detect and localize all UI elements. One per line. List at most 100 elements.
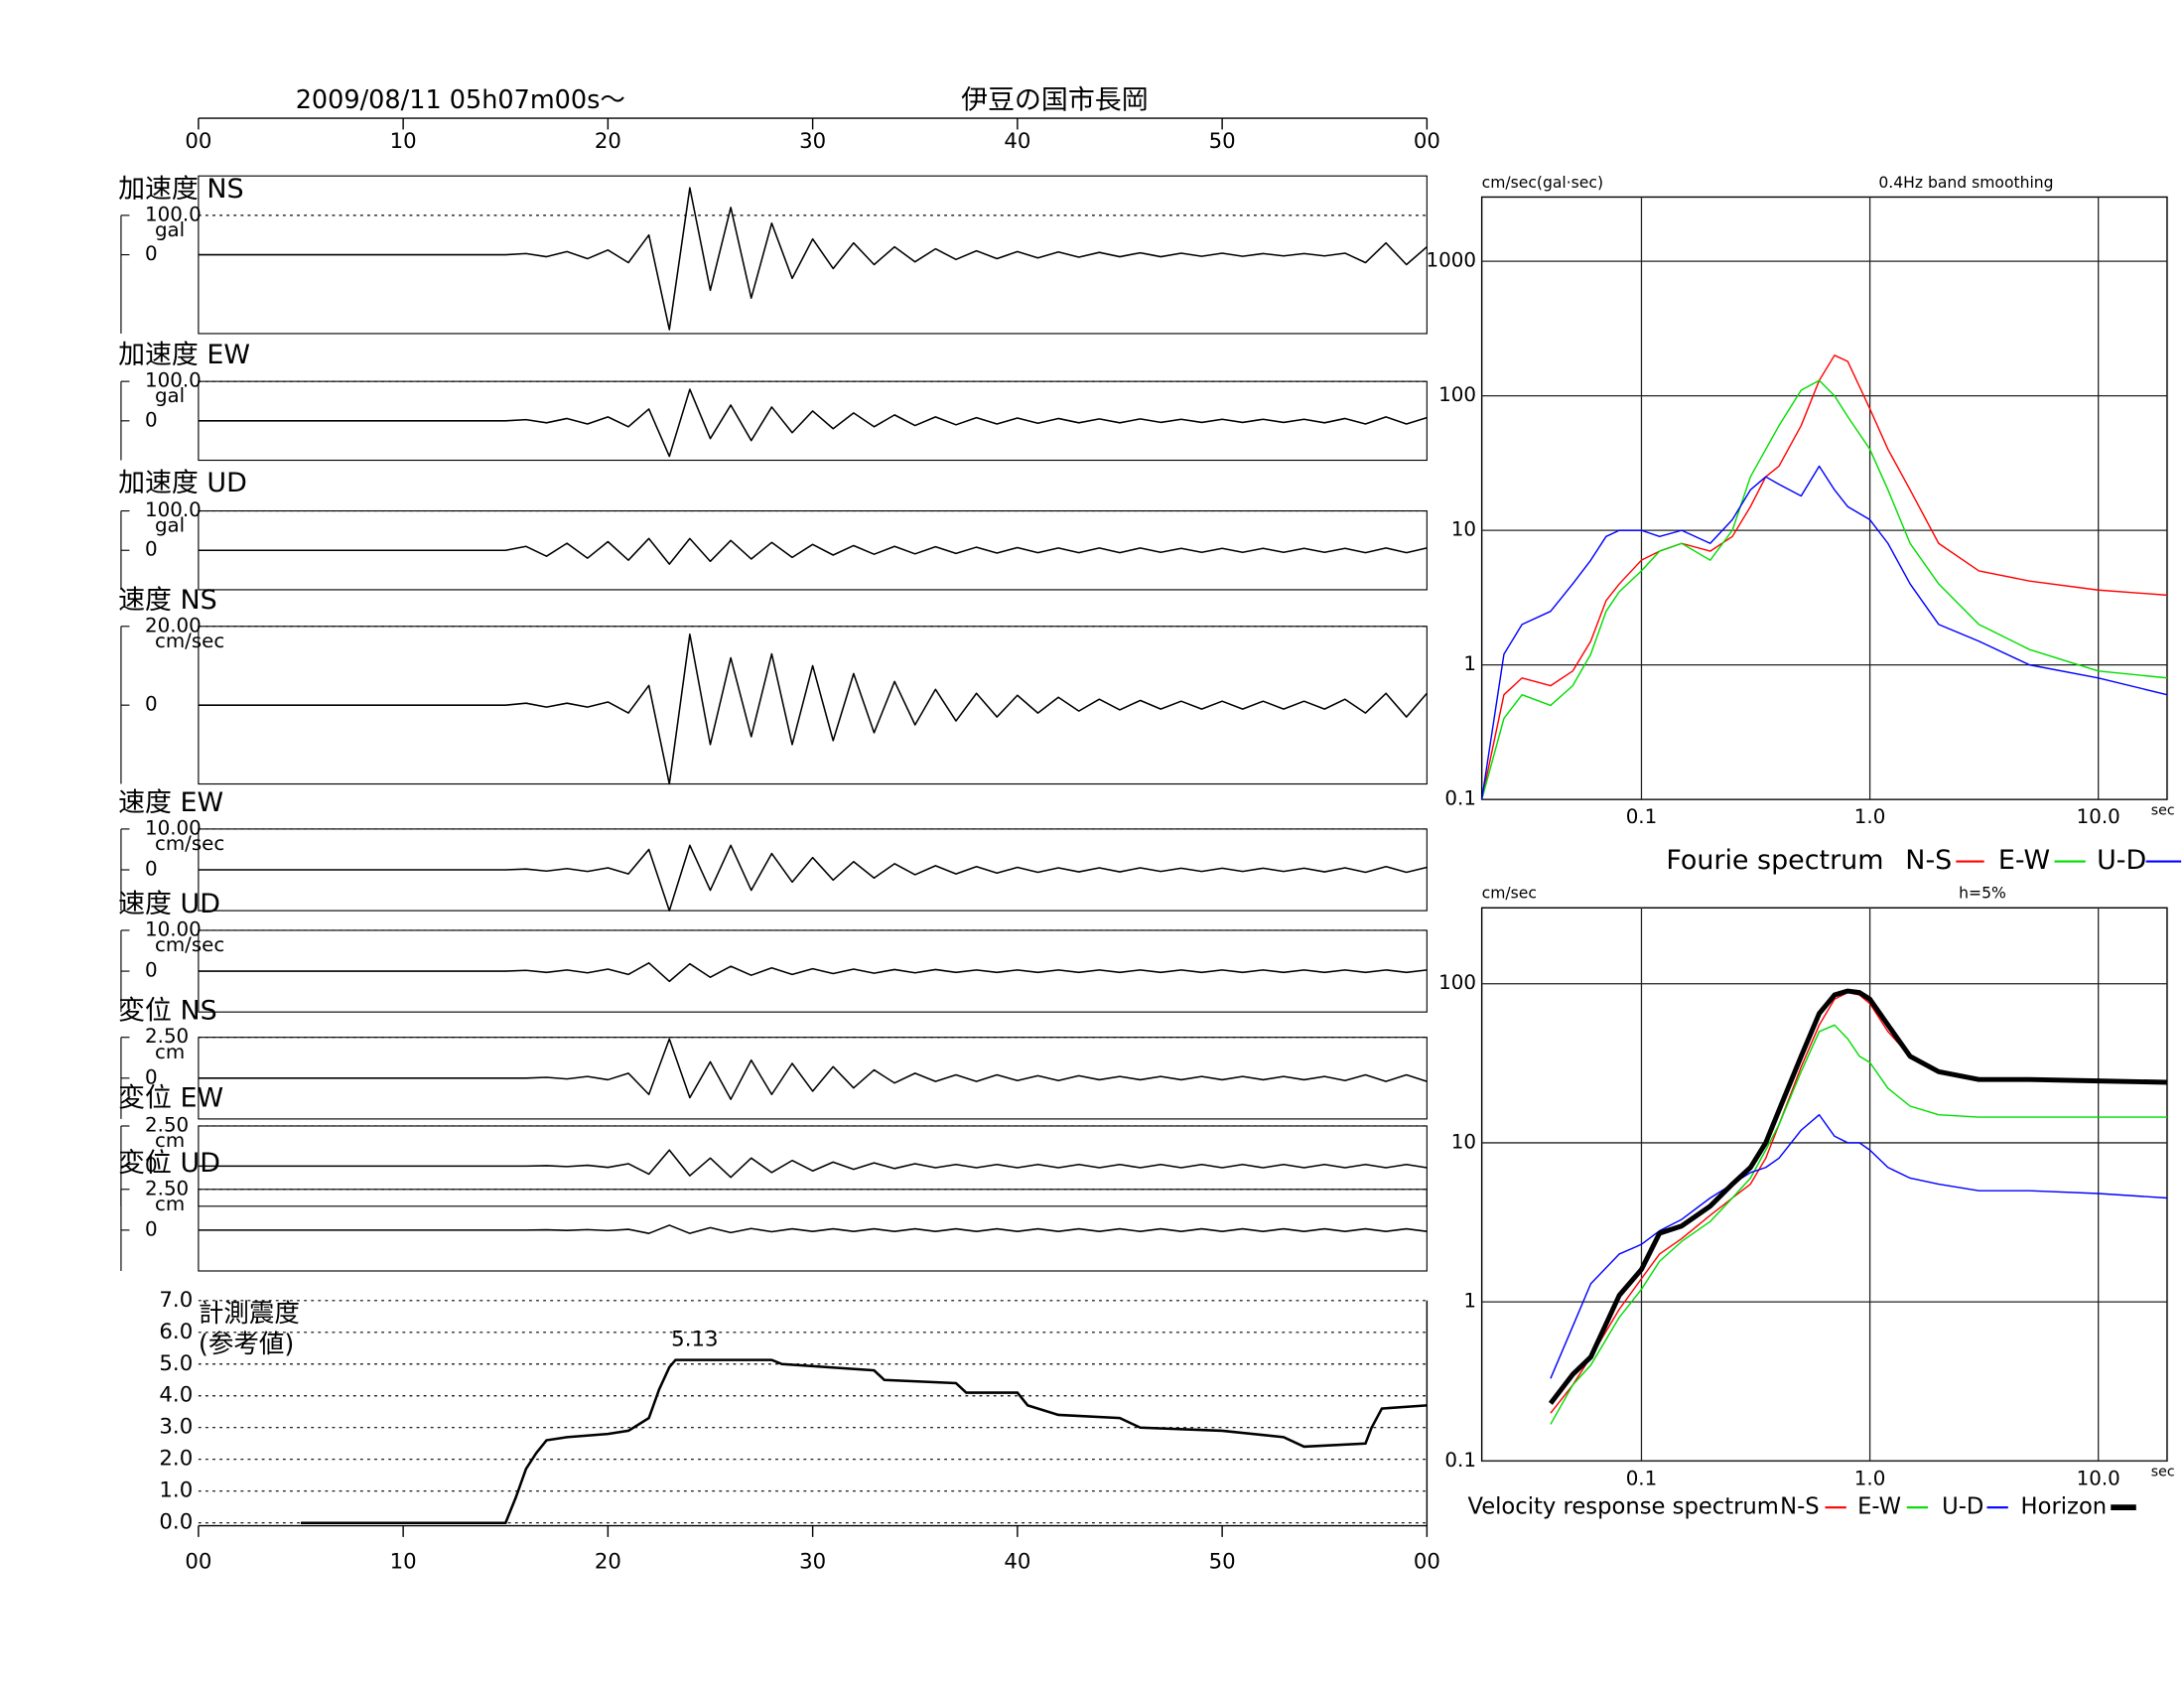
y-tick-label: 0.1: [1444, 787, 1476, 810]
trace-name: 加速度 UD: [118, 468, 247, 498]
x-tick-label: 50: [1209, 1549, 1236, 1574]
trace-name: 変位 UD: [118, 1148, 220, 1179]
trace-name: 速度 NS: [118, 585, 217, 616]
x-tick-label: 00: [185, 129, 211, 154]
x-tick-label: 00: [1414, 129, 1440, 154]
y-tick-label: 2.0: [159, 1447, 193, 1472]
x-tick-label: 10: [390, 1549, 417, 1574]
y-tick-label: 4.0: [159, 1383, 193, 1408]
smoothing-note: h=5%: [1959, 885, 2006, 903]
intensity-line: [301, 1358, 1428, 1525]
y-tick-label: 10.00: [145, 816, 202, 839]
waveform: [198, 1038, 1428, 1100]
y-tick-label: 100.0: [145, 369, 202, 392]
x-tick-label: 0.1: [1626, 1467, 1658, 1489]
spectrum-line: [1480, 379, 2168, 800]
y-tick-label: 100.0: [145, 203, 202, 225]
x-tick-label: 40: [1004, 129, 1030, 154]
waveform: [198, 633, 1428, 785]
legend-label: E-W: [1857, 1494, 1901, 1520]
y-tick-label: 0: [145, 242, 158, 265]
intensity-label: 計測震度: [199, 1299, 300, 1329]
x-tick-label: 10: [390, 129, 417, 154]
x-tick-label: 00: [1414, 1549, 1440, 1574]
waveform: [198, 844, 1428, 912]
x-tick-label: 10.0: [2077, 1467, 2120, 1489]
y-tick-label: 10: [1451, 518, 1476, 541]
spectrum-line: [1550, 1114, 2168, 1379]
trace-name: 加速度 NS: [118, 174, 244, 205]
y-tick-label: 7.0: [159, 1288, 193, 1313]
legend-label: E-W: [1998, 845, 2050, 876]
x-tick-label: 30: [799, 129, 826, 154]
spectrum-line: [1480, 354, 2168, 800]
legend-title: Fourie spectrum: [1666, 845, 1883, 876]
y-tick-label: 2.50: [145, 1025, 189, 1048]
waveform: [198, 388, 1428, 458]
x-tick-label: 1.0: [1854, 1467, 1886, 1489]
x-axis-unit: sec: [2151, 802, 2175, 818]
trace-unit: cm: [155, 1041, 185, 1063]
waveform: [198, 1149, 1428, 1179]
trace-unit: cm: [155, 1129, 185, 1152]
y-tick-label: 1.0: [159, 1478, 193, 1503]
y-tick-label: 0: [145, 693, 158, 716]
y-tick-label: 1000: [1427, 249, 1476, 272]
y-axis-unit: cm/sec: [1482, 885, 1537, 903]
x-tick-label: 50: [1209, 129, 1236, 154]
legend-label: U-D: [2097, 845, 2146, 876]
x-axis-unit: sec: [2151, 1465, 2175, 1480]
trace-name: 加速度 EW: [118, 340, 250, 370]
spectrum-line: [1480, 465, 2168, 800]
trace-name: 速度 UD: [118, 889, 220, 919]
y-tick-label: 0: [145, 1154, 158, 1177]
y-tick-label: 100.0: [145, 498, 202, 521]
y-tick-label: 0.1: [1444, 1449, 1476, 1472]
waveform: [198, 962, 1428, 983]
x-tick-label: 30: [799, 1549, 826, 1574]
trace-unit: cm/sec: [155, 630, 224, 652]
y-tick-label: 20.00: [145, 614, 202, 636]
legend-label: Horizon: [2021, 1494, 2108, 1520]
y-tick-label: 0: [145, 959, 158, 982]
x-tick-label: 0.1: [1626, 805, 1658, 828]
y-axis-unit: cm/sec(gal·sec): [1482, 174, 1603, 192]
trace-unit: gal: [155, 218, 185, 241]
legend-label: N-S: [1780, 1494, 1820, 1520]
y-tick-label: 5.0: [159, 1351, 193, 1376]
y-tick-label: 0: [145, 408, 158, 431]
legend-title: Velocity response spectrum: [1467, 1494, 1778, 1520]
x-tick-label: 10.0: [2077, 805, 2120, 828]
y-tick-label: 1: [1463, 1290, 1476, 1313]
x-tick-label: 1.0: [1854, 805, 1886, 828]
y-tick-label: 1: [1463, 652, 1476, 675]
trace-name: 速度 EW: [118, 787, 223, 818]
x-tick-label: 20: [595, 1549, 621, 1574]
station-name: 伊豆の国市長岡: [961, 85, 1148, 116]
smoothing-note: 0.4Hz band smoothing: [1878, 174, 2053, 192]
trace-unit: gal: [155, 384, 185, 407]
trace-name: 変位 NS: [118, 996, 217, 1027]
trace-name: 変位 EW: [118, 1083, 223, 1114]
peak-annotation: 5.13: [671, 1328, 718, 1352]
trace-unit: cm/sec: [155, 832, 224, 855]
legend-label: N-S: [1905, 845, 1952, 876]
x-tick-label: 40: [1004, 1549, 1030, 1574]
intensity-label: (参考値): [199, 1330, 294, 1359]
trace-unit: cm/sec: [155, 933, 224, 956]
y-tick-label: 0: [145, 1065, 158, 1088]
waveform: [198, 537, 1428, 565]
y-tick-label: 2.50: [145, 1177, 189, 1199]
y-tick-label: 10.00: [145, 917, 202, 940]
spectrum-line: [1550, 1024, 2167, 1425]
plot-frame: [1480, 907, 2168, 1463]
waveform: [198, 1224, 1428, 1234]
y-tick-label: 0: [145, 858, 158, 881]
x-tick-label: 20: [595, 129, 621, 154]
waveform: [198, 187, 1428, 331]
legend-label: U-D: [1942, 1494, 1983, 1520]
y-tick-label: 6.0: [159, 1320, 193, 1344]
y-tick-label: 0.0: [159, 1510, 193, 1535]
y-tick-label: 0: [145, 538, 158, 561]
y-tick-label: 3.0: [159, 1415, 193, 1440]
